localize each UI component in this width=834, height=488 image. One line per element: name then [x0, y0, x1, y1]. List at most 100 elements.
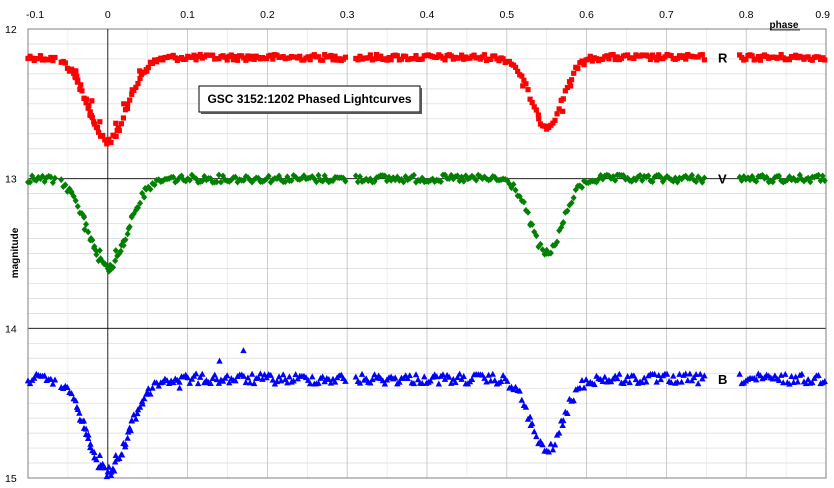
data-point-B — [643, 378, 650, 385]
data-point-V — [141, 193, 148, 201]
data-point-R — [94, 125, 101, 131]
data-point-V — [134, 204, 141, 212]
data-point-R — [91, 119, 97, 125]
data-point-R — [492, 53, 498, 59]
data-point-V — [228, 176, 235, 184]
data-point-B — [184, 374, 191, 381]
data-point-R — [315, 54, 322, 60]
data-point-R — [133, 84, 139, 90]
data-point-B — [139, 400, 146, 407]
data-point-B — [207, 379, 214, 386]
data-point-B — [286, 373, 293, 380]
data-point-V — [688, 171, 695, 179]
data-point-R — [520, 83, 526, 89]
data-point-R — [88, 113, 95, 119]
data-point-B — [211, 371, 218, 378]
data-point-B — [244, 374, 252, 381]
data-point-R — [224, 57, 230, 63]
y-tick-label: 14 — [5, 323, 17, 335]
data-point-B — [481, 374, 488, 381]
data-point-B — [775, 376, 783, 383]
data-point-B — [267, 371, 274, 378]
data-point-R — [822, 57, 828, 63]
data-point-B — [655, 372, 662, 379]
data-point-B — [257, 370, 264, 377]
data-point-B — [815, 372, 822, 379]
data-point-V — [203, 176, 210, 184]
data-point-V — [128, 212, 135, 220]
data-point-B — [342, 377, 349, 384]
data-point-B — [215, 379, 223, 386]
chart-title: GSC 3152:1202 Phased Lightcurves — [207, 92, 411, 106]
data-point-B — [788, 372, 795, 379]
data-point-R — [529, 99, 535, 106]
data-point-R — [419, 56, 425, 62]
data-point-V — [402, 173, 409, 180]
data-point-B — [136, 403, 144, 410]
data-point-B — [321, 378, 328, 385]
data-point-B — [170, 379, 177, 386]
data-point-B — [68, 390, 75, 397]
data-point-B — [804, 376, 812, 383]
data-point-B — [396, 378, 403, 385]
data-point-B — [663, 370, 671, 377]
data-point-R — [118, 121, 124, 127]
data-point-V — [406, 175, 413, 182]
data-point-R — [683, 56, 689, 62]
data-point-B — [176, 384, 183, 391]
data-point-R — [411, 56, 417, 62]
data-point-B — [64, 384, 71, 391]
series-label-V: V — [718, 172, 727, 187]
x-tick-label: 0.1 — [180, 9, 195, 21]
data-point-B — [242, 379, 250, 386]
data-point-V — [49, 179, 56, 187]
data-point-R — [87, 109, 93, 115]
data-point-R — [388, 57, 394, 63]
data-point-B — [684, 377, 691, 384]
data-point-B — [280, 371, 287, 378]
data-point-R — [515, 68, 521, 74]
data-point-R — [554, 111, 560, 117]
data-point-R — [656, 52, 662, 58]
data-point-B — [51, 376, 59, 383]
data-point-R — [78, 82, 84, 88]
data-point-B — [667, 379, 675, 386]
data-point-R — [120, 115, 127, 121]
data-point-B — [456, 370, 463, 377]
data-point-B — [692, 370, 700, 377]
data-point-R — [104, 141, 110, 147]
data-point-V — [410, 171, 417, 179]
data-point-R — [355, 57, 361, 63]
data-point-V — [325, 178, 332, 186]
data-point-V — [356, 173, 363, 181]
data-point-B — [516, 387, 523, 394]
data-point-B — [155, 382, 162, 389]
data-point-V — [568, 199, 575, 207]
data-point-R — [442, 57, 448, 63]
data-point-B — [331, 378, 339, 385]
data-point-B — [504, 377, 511, 384]
data-point-B — [147, 390, 154, 397]
data-point-V — [539, 246, 546, 254]
data-point-R — [113, 120, 119, 126]
data-point-B — [381, 380, 389, 387]
data-point-V — [124, 230, 131, 238]
data-point-R — [614, 54, 620, 60]
data-point-R — [89, 98, 95, 104]
data-point-V — [68, 188, 75, 195]
data-point-V — [288, 177, 295, 184]
data-point-R — [210, 52, 216, 58]
data-point-V — [701, 174, 708, 182]
data-point-B — [127, 427, 134, 434]
data-point-B — [580, 384, 588, 391]
x-tick-label: -0.1 — [26, 9, 44, 21]
data-point-V — [190, 173, 197, 181]
data-point-R — [749, 53, 755, 59]
data-point-R — [743, 56, 749, 62]
data-point-V — [693, 178, 700, 186]
data-point-V — [425, 178, 432, 185]
data-point-V — [566, 201, 573, 209]
data-point-B — [290, 377, 297, 384]
data-point-V — [263, 175, 270, 183]
data-point-V — [543, 250, 550, 257]
